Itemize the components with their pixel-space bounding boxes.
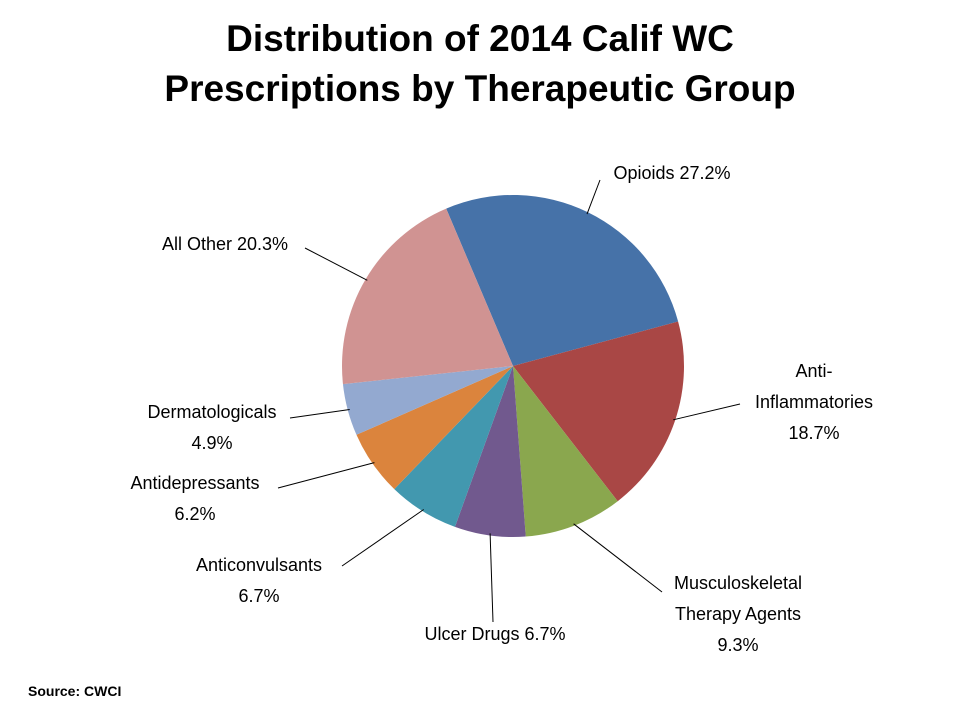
slice-label-ulcer-drugs-line-1: Ulcer Drugs 6.7%	[424, 624, 565, 644]
pie-slice-anticonvulsants	[394, 366, 513, 527]
slice-label-musculoskeletal-therapy-agents-line-3: 9.3%	[717, 635, 758, 655]
pie-slice-anti-inflammatories	[513, 321, 684, 502]
slice-label-antidepressants-line-2: 6.2%	[174, 504, 215, 524]
leader-line-anti-inflammatories	[673, 403, 741, 421]
slice-label-anti-inflammatories: Anti- Inflammatories 18.7%	[755, 361, 873, 443]
leader-line-anticonvulsants	[341, 509, 424, 567]
slice-label-anti-inflammatories-line-3: 18.7%	[788, 423, 839, 443]
slice-label-dermatologicals-line-1: Dermatologicals	[147, 402, 276, 422]
slice-labels: Opioids 27.2% Anti- Inflammatories 18.7% Mus…	[130, 163, 873, 655]
slice-label-anticonvulsants-line-2: 6.7%	[238, 586, 279, 606]
slice-label-musculoskeletal-therapy-agents: Musculoskeletal Therapy Agents 9.3%	[674, 573, 802, 655]
pie-slice-all-other	[341, 208, 513, 385]
leader-line-dermatologicals	[289, 409, 350, 419]
slice-label-dermatologicals: Dermatologicals 4.9%	[147, 402, 276, 453]
slice-label-opioids: Opioids 27.2%	[613, 163, 730, 183]
leader-line-opioids	[586, 179, 601, 215]
slice-label-opioids-line-1: Opioids 27.2%	[613, 163, 730, 183]
slice-label-anticonvulsants-line-1: Anticonvulsants	[196, 555, 322, 575]
pie-slice-dermatologicals	[342, 366, 513, 435]
slice-label-anti-inflammatories-line-1: Anti-	[795, 361, 832, 381]
slice-label-antidepressants-line-1: Antidepressants	[130, 473, 259, 493]
pie-slice-musculoskeletal-therapy-agents	[513, 366, 618, 537]
chart-title-line-2: Prescriptions by Therapeutic Group	[164, 68, 796, 109]
slice-label-musculoskeletal-therapy-agents-line-1: Musculoskeletal	[674, 573, 802, 593]
leader-line-musculoskeletal-therapy-agents	[573, 523, 663, 593]
slice-label-ulcer-drugs: Ulcer Drugs 6.7%	[424, 624, 565, 644]
pie-slices	[341, 194, 684, 537]
leader-lines	[277, 179, 741, 623]
chart-title-line-1: Distribution of 2014 Calif WC	[226, 18, 734, 59]
slice-label-antidepressants: Antidepressants 6.2%	[130, 473, 259, 524]
leader-line-antidepressants	[277, 462, 375, 489]
slice-label-musculoskeletal-therapy-agents-line-2: Therapy Agents	[675, 604, 801, 624]
slice-label-anticonvulsants: Anticonvulsants 6.7%	[196, 555, 322, 606]
slice-label-dermatologicals-line-2: 4.9%	[191, 433, 232, 453]
pie-slice-ulcer-drugs	[454, 366, 526, 537]
slice-label-all-other-line-1: All Other 20.3%	[162, 234, 288, 254]
leader-line-all-other	[304, 247, 368, 281]
chart-title: Distribution of 2014 Calif WC Prescripti…	[0, 14, 960, 114]
source-note: Source: CWCI	[28, 683, 122, 699]
leader-line-ulcer-drugs	[489, 533, 494, 623]
slice-label-all-other: All Other 20.3%	[162, 234, 288, 254]
pie-slice-antidepressants	[356, 366, 513, 490]
slice-label-anti-inflammatories-line-2: Inflammatories	[755, 392, 873, 412]
pie-slice-opioids	[446, 194, 679, 366]
